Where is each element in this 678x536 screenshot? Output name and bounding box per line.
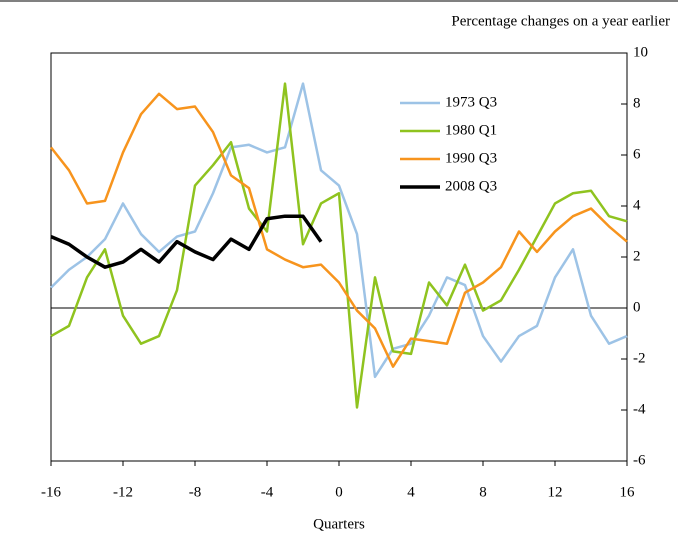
x-tick-label: -16 <box>41 484 61 500</box>
x-tick-label: -4 <box>261 484 274 500</box>
x-tick-label: 16 <box>620 484 636 500</box>
x-axis-label: Quarters <box>313 516 365 532</box>
plot-area <box>50 52 628 462</box>
y-tick-label: 0 <box>633 299 641 315</box>
series-line <box>50 92 628 368</box>
legend-label: 1990 Q3 <box>445 150 497 166</box>
y-tick-label: 6 <box>633 146 641 162</box>
x-tick-label: -12 <box>113 484 133 500</box>
y-tick-label: -4 <box>633 401 646 417</box>
x-tick-label: 0 <box>335 484 343 500</box>
x-tick-label: 8 <box>479 484 487 500</box>
series-line <box>50 82 628 409</box>
y-tick-label: -6 <box>633 452 646 468</box>
y-tick-label: -2 <box>633 350 646 366</box>
y-tick-label: 8 <box>633 95 641 111</box>
legend-label: 1980 Q1 <box>445 122 497 138</box>
legend-label: 2008 Q3 <box>445 178 497 194</box>
x-tick-label: 12 <box>548 484 563 500</box>
series-line <box>50 214 323 269</box>
x-tick-label: -8 <box>189 484 202 500</box>
y-tick-label: 2 <box>633 248 641 264</box>
legend-label: 1973 Q3 <box>445 94 497 110</box>
y-tick-label: 4 <box>633 197 641 213</box>
x-tick-label: 4 <box>407 484 415 500</box>
chart-subtitle: Percentage changes on a year earlier <box>451 13 670 29</box>
y-tick-label: 10 <box>633 44 648 60</box>
series-line <box>50 82 628 379</box>
